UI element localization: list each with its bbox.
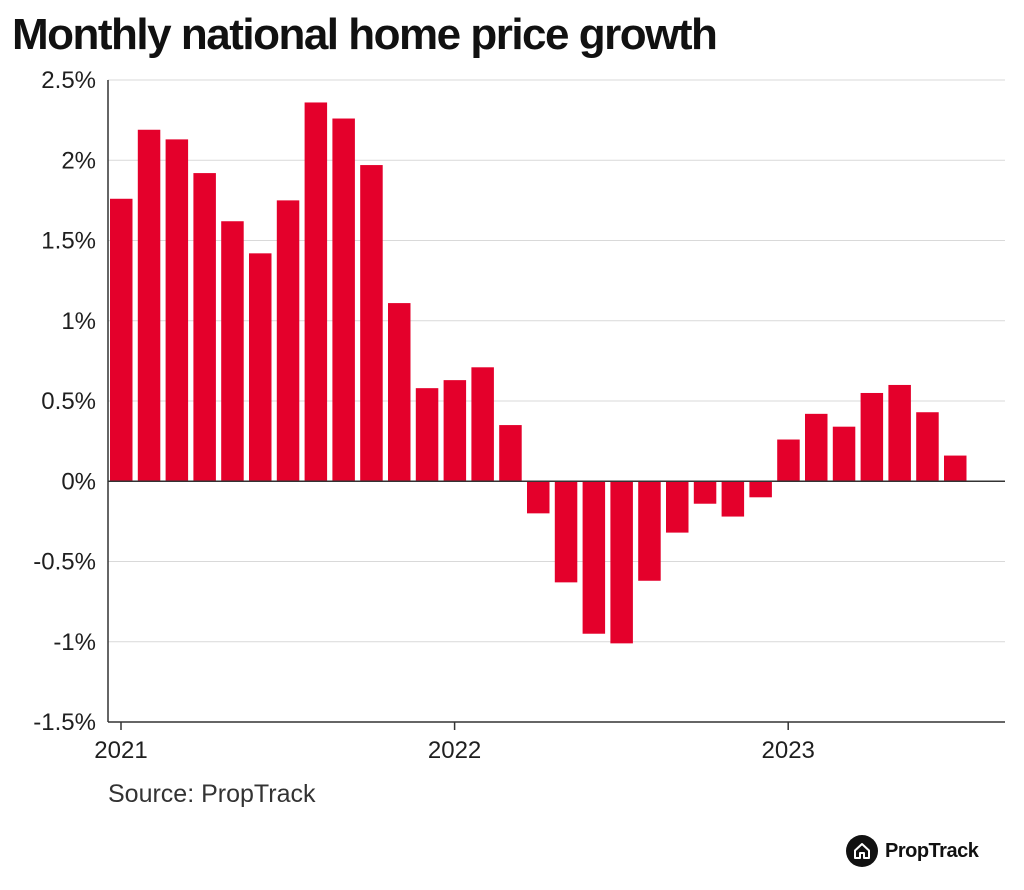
bar	[110, 198, 133, 482]
bar	[332, 118, 355, 482]
bar	[860, 392, 884, 482]
y-tick-label: 2%	[61, 147, 96, 174]
bar	[304, 102, 328, 482]
bar	[693, 481, 717, 504]
bar	[276, 200, 300, 482]
bar	[888, 384, 911, 482]
bar	[471, 367, 494, 482]
bar	[666, 481, 689, 533]
bar	[388, 303, 411, 482]
bar	[360, 165, 383, 482]
bar	[721, 481, 745, 517]
y-tick-label: 2.5%	[41, 67, 96, 94]
bar	[610, 481, 633, 644]
axes	[107, 80, 1005, 723]
source-note: Source: PropTrack	[108, 780, 316, 808]
bar	[165, 139, 189, 482]
bar	[443, 380, 467, 482]
bar	[193, 173, 216, 482]
bar	[415, 388, 439, 482]
bar	[527, 481, 550, 514]
bar	[805, 413, 828, 482]
y-tick-label: 0.5%	[41, 388, 96, 415]
bars	[110, 102, 967, 644]
x-tick-labels: 2021 2022 2023	[94, 722, 815, 764]
x-tick-label: 2022	[428, 737, 481, 764]
bar	[221, 221, 244, 482]
y-tick-labels: 2.5% 2% 1.5% 1% 0.5% 0% -0.5% -1% -1.5%	[33, 67, 96, 736]
bar	[916, 412, 939, 482]
chart-title: Monthly national home price growth	[12, 10, 718, 59]
proptrack-logo: PropTrack	[846, 835, 979, 867]
bar	[638, 481, 661, 581]
x-tick-label: 2023	[762, 737, 815, 764]
house-icon	[846, 835, 878, 867]
y-tick-label: -0.5%	[33, 549, 96, 576]
logo-text: PropTrack	[885, 839, 979, 862]
y-tick-label: 1.5%	[41, 228, 96, 255]
bar	[499, 425, 522, 482]
bar	[777, 439, 800, 482]
bar	[554, 481, 578, 583]
y-tick-label: 0%	[61, 468, 96, 495]
x-tick-label: 2021	[94, 737, 147, 764]
y-tick-label: -1%	[53, 629, 96, 656]
bar	[749, 481, 772, 498]
y-tick-label: 1%	[61, 308, 96, 335]
bar	[944, 455, 967, 482]
bar	[832, 426, 856, 482]
bar	[582, 481, 606, 634]
y-tick-label: -1.5%	[33, 709, 96, 736]
bar	[137, 129, 161, 482]
bar	[249, 253, 272, 482]
